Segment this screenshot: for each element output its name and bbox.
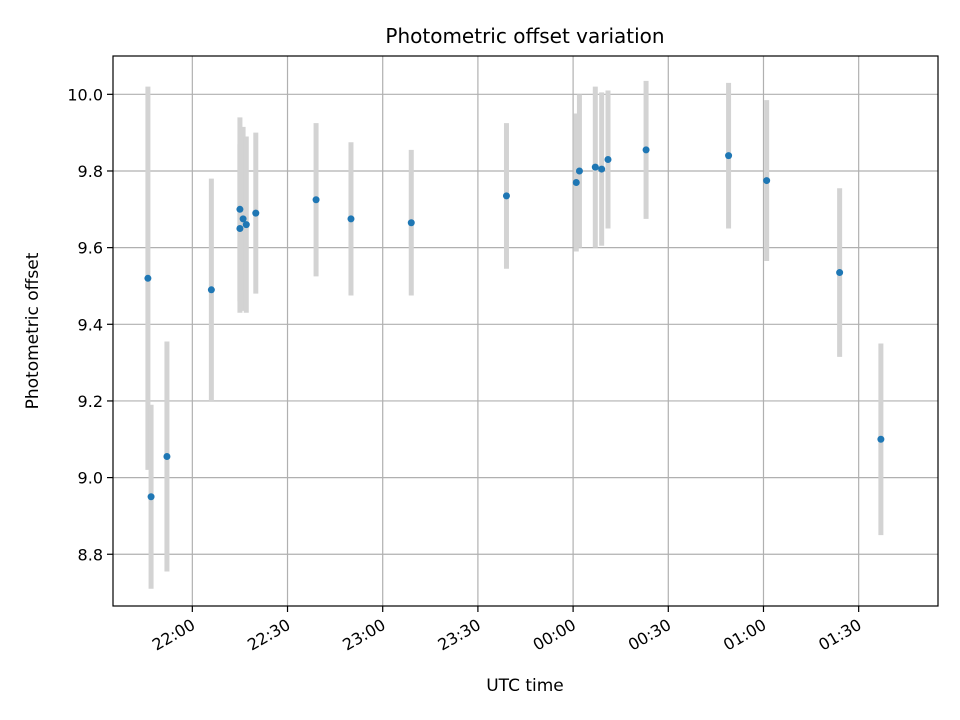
data-point <box>642 146 650 154</box>
data-point <box>591 163 599 171</box>
x-axis-title: UTC time <box>486 676 564 696</box>
data-point <box>598 165 606 173</box>
data-point <box>572 178 580 186</box>
data-points <box>144 146 885 501</box>
data-point <box>836 269 844 277</box>
y-tick-label: 9.6 <box>78 239 103 258</box>
y-axis-title: Photometric offset <box>23 252 43 409</box>
grid <box>113 56 938 606</box>
y-tick-label: 10.0 <box>67 85 103 104</box>
data-point <box>763 177 771 185</box>
data-point <box>207 286 215 294</box>
data-point <box>236 224 244 232</box>
data-point <box>725 152 733 160</box>
data-point <box>163 453 171 461</box>
y-tick-label: 8.8 <box>78 545 103 564</box>
plot-frame <box>112 55 939 607</box>
data-point <box>502 192 510 200</box>
data-point <box>604 155 612 163</box>
data-point <box>312 196 320 204</box>
data-point <box>236 205 244 213</box>
data-point <box>575 167 583 175</box>
data-point <box>347 215 355 223</box>
y-tick-label: 9.0 <box>78 469 103 488</box>
data-point <box>877 435 885 443</box>
data-point <box>242 221 250 229</box>
y-tick-label: 9.4 <box>78 315 103 334</box>
chart-title: Photometric offset variation <box>385 24 664 48</box>
y-tick-label: 9.8 <box>78 162 103 181</box>
data-point <box>239 215 247 223</box>
y-axis: 8.8 9.0 9.2 9.4 9.6 9.8 10.0 <box>67 85 113 564</box>
data-point <box>144 274 152 282</box>
y-tick-label: 9.2 <box>78 392 103 411</box>
data-point <box>407 219 415 227</box>
data-point <box>252 209 260 217</box>
data-point <box>147 493 155 501</box>
